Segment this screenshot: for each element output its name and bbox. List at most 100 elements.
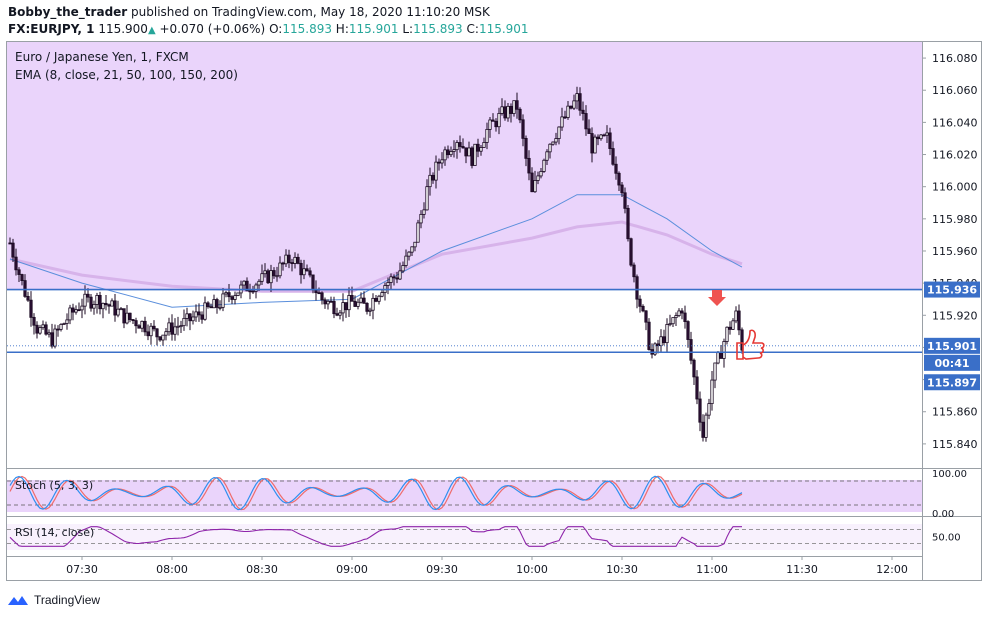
candle-body bbox=[470, 147, 474, 166]
candle-body bbox=[725, 326, 729, 342]
candle-body bbox=[32, 316, 36, 326]
candle-body bbox=[224, 292, 228, 295]
resistance-zone bbox=[7, 42, 922, 290]
time-tick-label: 11:00 bbox=[696, 563, 728, 576]
candle-body bbox=[428, 174, 432, 188]
candle-body bbox=[29, 299, 33, 318]
tradingview-logo-icon[interactable] bbox=[6, 593, 30, 607]
candle-body bbox=[62, 323, 66, 325]
horizontal-lines[interactable] bbox=[7, 288, 922, 354]
author-name[interactable]: Bobby_the_trader bbox=[8, 5, 128, 19]
rsi-zone bbox=[7, 524, 922, 550]
candle-body bbox=[254, 284, 258, 292]
candle-body bbox=[341, 302, 345, 314]
candle-body bbox=[638, 298, 642, 307]
candle-body bbox=[569, 105, 573, 109]
price-label-text: 00:41 bbox=[934, 357, 969, 370]
candle-body bbox=[548, 143, 552, 153]
candle-body bbox=[665, 324, 669, 344]
candle-body bbox=[506, 105, 510, 119]
candle-body bbox=[689, 339, 693, 361]
candle-body bbox=[611, 148, 615, 165]
candle-body bbox=[482, 142, 486, 148]
candle-body bbox=[422, 209, 426, 215]
candle-body bbox=[128, 312, 132, 320]
candle-body bbox=[737, 310, 741, 331]
candle-body bbox=[509, 105, 513, 114]
time-tick-label: 12:00 bbox=[876, 563, 908, 576]
candle-body bbox=[632, 264, 636, 278]
candle-body bbox=[617, 172, 621, 186]
price-tick-label: 115.840 bbox=[932, 438, 978, 451]
candle-body bbox=[287, 254, 291, 264]
candle-body bbox=[644, 310, 648, 323]
stoch-d-line bbox=[9, 475, 743, 511]
candle-body bbox=[575, 93, 579, 102]
candle-body bbox=[332, 301, 336, 315]
candle-body bbox=[329, 300, 333, 303]
candle-body bbox=[380, 292, 384, 297]
candle-body bbox=[551, 141, 555, 145]
candle-body bbox=[434, 161, 438, 181]
candle-body bbox=[719, 352, 723, 359]
candle-body bbox=[293, 256, 297, 264]
candle-body bbox=[257, 280, 261, 286]
candle-body bbox=[347, 295, 351, 311]
price-label-bg bbox=[924, 374, 980, 391]
candle-body bbox=[626, 207, 630, 240]
close-value: 115.901 bbox=[478, 22, 529, 36]
thumbs-up-icon bbox=[736, 329, 765, 360]
candle-body bbox=[44, 324, 48, 335]
candle-body bbox=[446, 149, 450, 156]
candle-body bbox=[371, 297, 375, 311]
candle-body bbox=[368, 309, 372, 312]
candle-body bbox=[635, 276, 639, 300]
candle-body bbox=[722, 341, 726, 359]
down-arrow-icon bbox=[708, 290, 726, 306]
candle-body bbox=[614, 163, 618, 174]
candle-body bbox=[14, 256, 18, 271]
candle-body bbox=[326, 300, 330, 305]
candle-body bbox=[161, 334, 165, 341]
candle-body bbox=[344, 302, 348, 311]
rsi-line: 50.00 bbox=[7, 526, 961, 547]
candle-body bbox=[398, 270, 402, 280]
candle-body bbox=[278, 262, 282, 277]
candle-body bbox=[95, 294, 99, 305]
chart-area[interactable]: 100.00 0.00 50.00 116.080 116.060 116.040 11… bbox=[6, 41, 982, 581]
ema-lines bbox=[9, 194, 743, 308]
candle-body bbox=[113, 300, 117, 316]
time-tick-label: 07:30 bbox=[66, 563, 98, 576]
candle-body bbox=[203, 302, 207, 320]
candle-body bbox=[668, 323, 672, 326]
close-label: C: bbox=[466, 22, 479, 36]
candle-body bbox=[176, 325, 180, 328]
candle-body bbox=[50, 332, 54, 347]
stoch-tick-label: 0.00 bbox=[932, 509, 954, 520]
chart-svg[interactable]: 100.00 0.00 50.00 116.080 116.060 116.040 11… bbox=[6, 41, 982, 581]
candle-body bbox=[707, 403, 711, 416]
candle-body bbox=[338, 312, 342, 316]
candle-body bbox=[353, 300, 357, 307]
candle-body bbox=[242, 280, 246, 286]
brand-label[interactable]: TradingView bbox=[34, 593, 101, 607]
candle-body bbox=[215, 299, 219, 308]
candle-body bbox=[233, 295, 237, 300]
candle-body bbox=[419, 213, 423, 224]
candle-body bbox=[200, 314, 204, 320]
candle-body bbox=[659, 336, 663, 347]
high-value: 115.901 bbox=[348, 22, 399, 36]
price-label-bg bbox=[924, 281, 980, 298]
candle-body bbox=[377, 295, 381, 302]
candle-body bbox=[302, 268, 306, 276]
candle-body bbox=[362, 297, 366, 304]
candle-body bbox=[539, 171, 543, 177]
candle-body bbox=[701, 421, 705, 438]
chart-header: Bobby_the_trader published on TradingVie… bbox=[8, 4, 968, 38]
candle-body bbox=[587, 128, 591, 134]
candle-body bbox=[512, 100, 516, 114]
candle-body bbox=[8, 242, 12, 245]
candle-body bbox=[350, 295, 354, 302]
candle-body bbox=[221, 293, 225, 308]
candle-body bbox=[290, 262, 294, 265]
